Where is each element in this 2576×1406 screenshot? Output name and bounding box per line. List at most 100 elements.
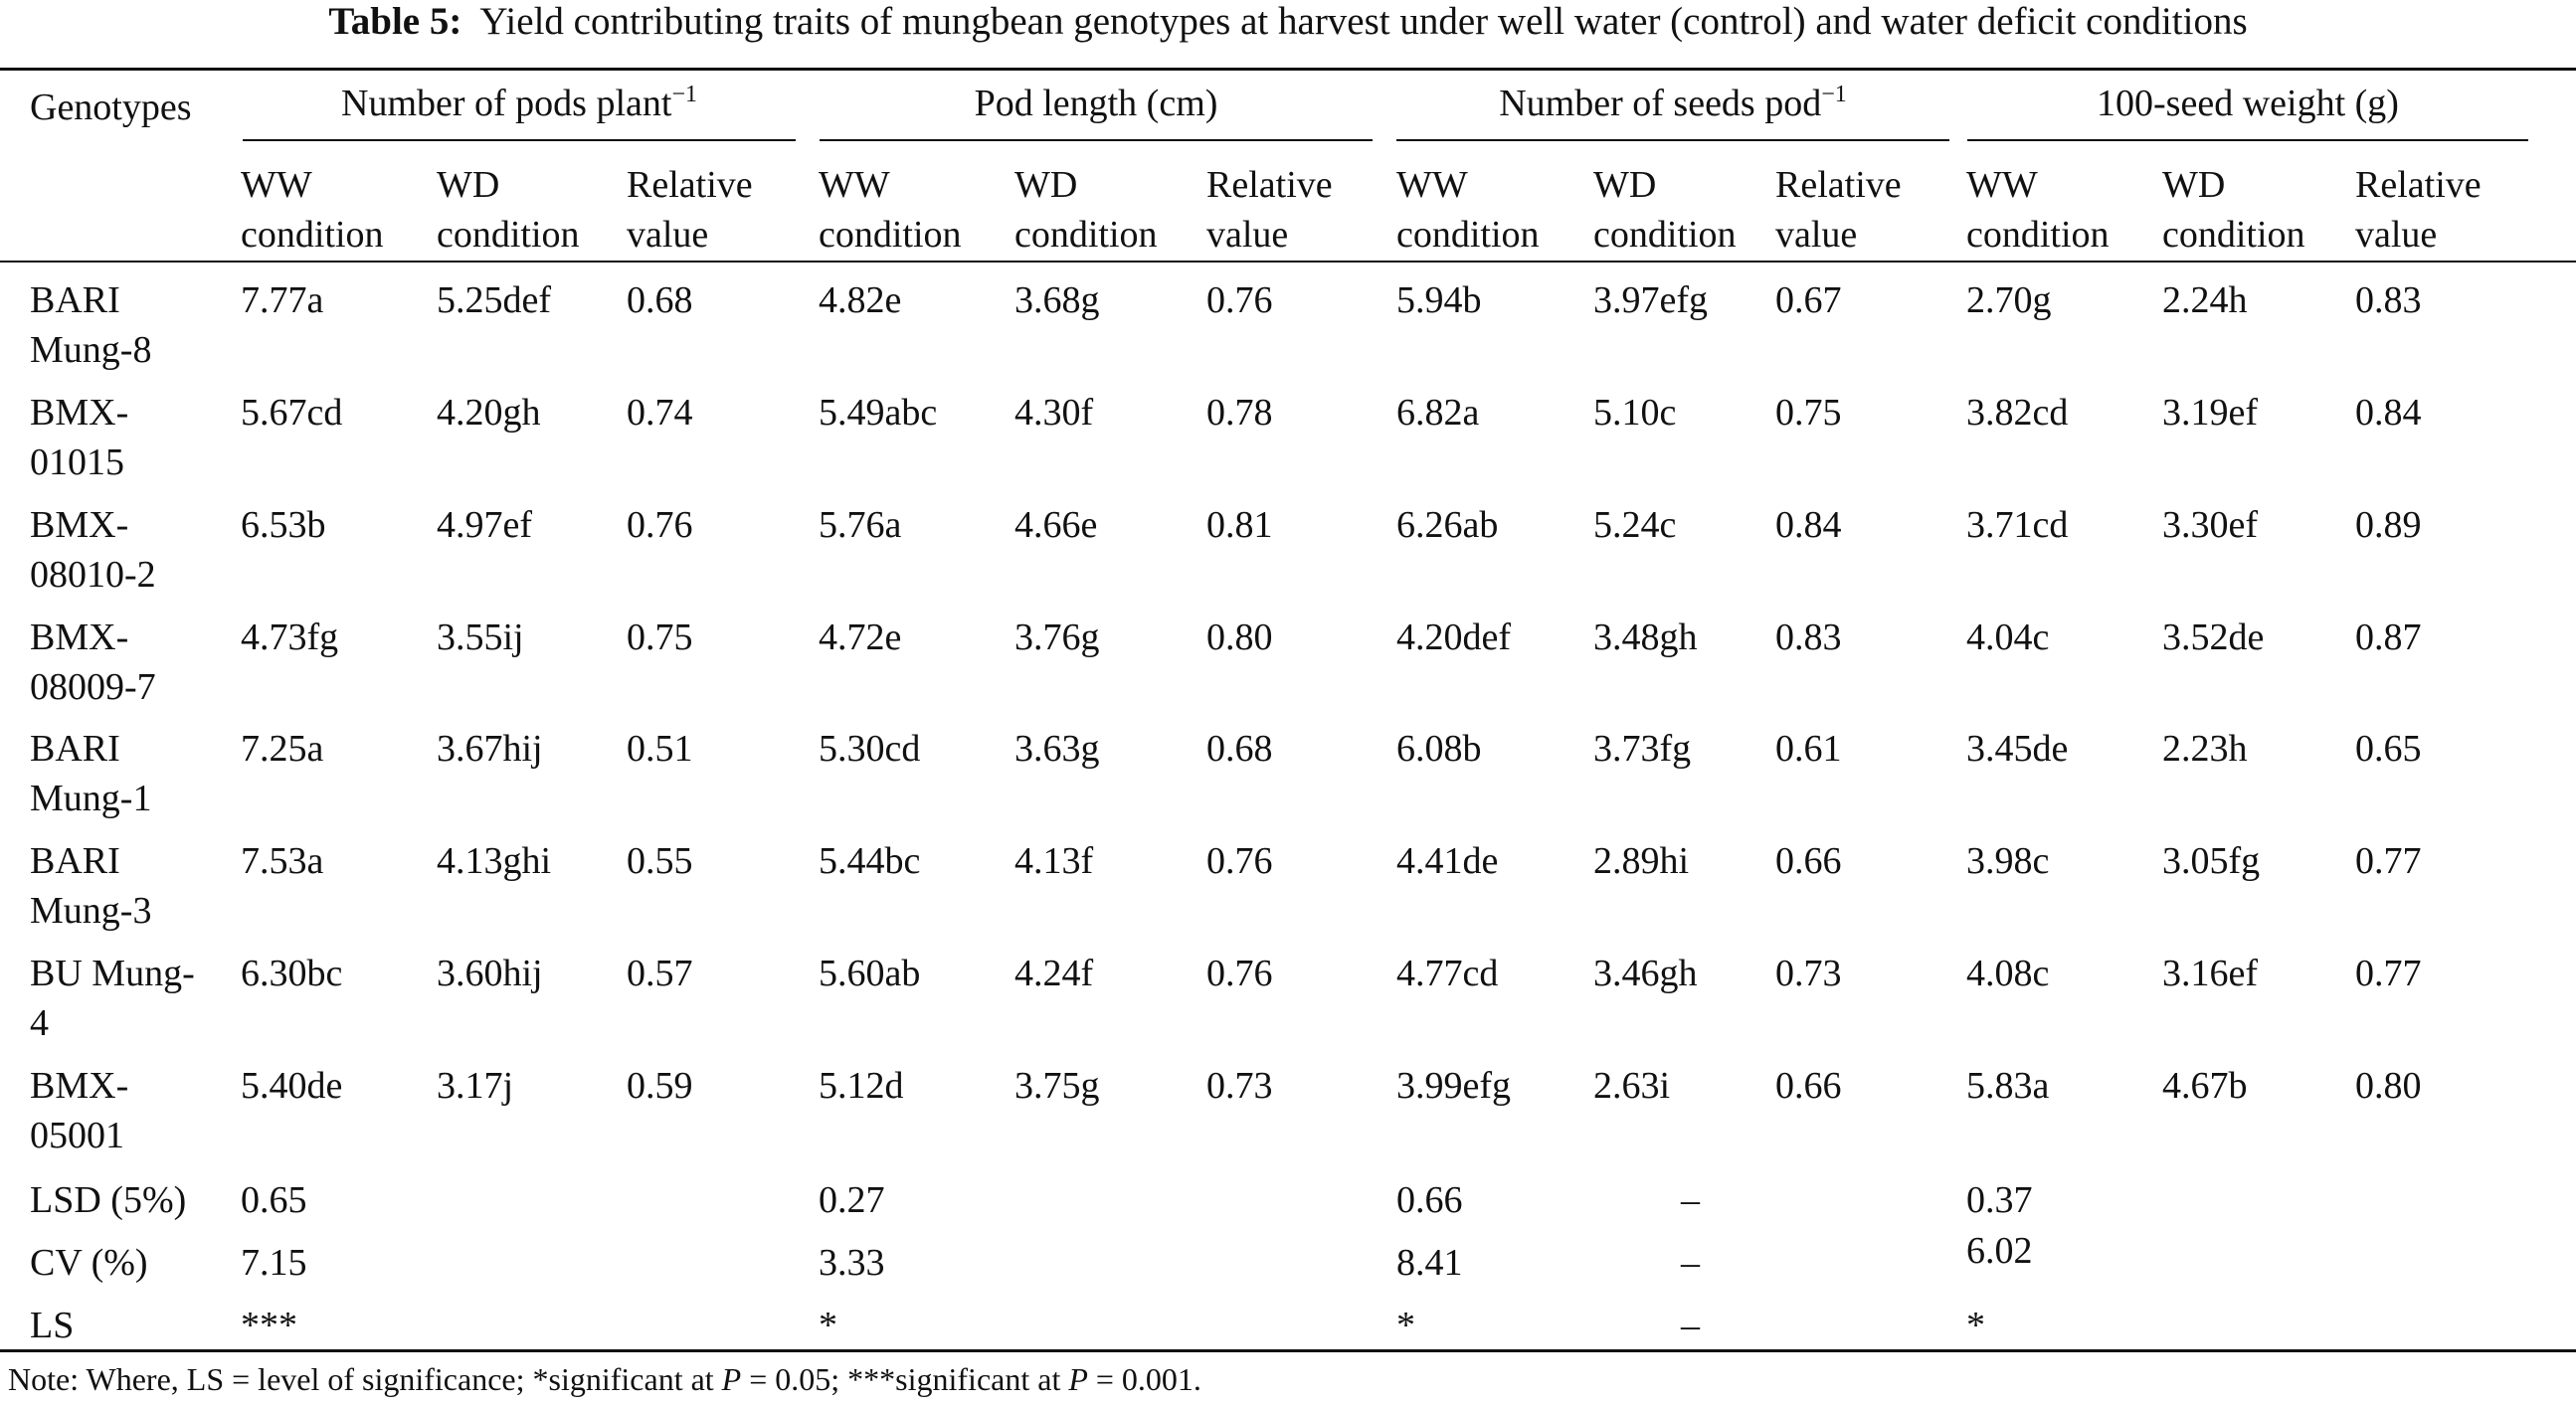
table-cell: 4.24f [1014,953,1094,994]
genotype-line1: BMX- [30,616,129,658]
col-header-genotypes: Genotypes [30,87,192,128]
note-p2: P [1068,1361,1088,1397]
table-cell: 3.97efg [1593,279,1709,321]
subheader-wd-line1: WD [1593,164,1657,206]
table-cell: 3.60hij [437,953,543,994]
table-cell: 0.87 [2355,616,2422,658]
table-cell: 3.52de [2162,616,2265,658]
subheader-pods-ww: WW condition [241,160,384,260]
subheader-rel-line1: Relative [1775,164,1902,206]
table-cell: 4.72e [819,616,902,658]
subheader-wd-line1: WD [2162,164,2226,206]
group-underline-seeds [1396,139,1949,141]
table-cell: 3.46gh [1593,953,1698,994]
subheader-wd-line2: condition [1593,214,1737,256]
table-cell: 4.08c [1966,953,2050,994]
table-cell: 0.76 [627,504,693,546]
stat-dash: – [1681,1179,1700,1221]
table-cell: 0.78 [1206,392,1273,434]
stat-value: 7.15 [241,1242,307,1284]
table-cell: 5.49abc [819,392,938,434]
subheader-pods-rel: Relative value [627,160,753,260]
table-cell: 3.55ij [437,616,524,658]
genotype-line2: Mung-1 [30,778,152,819]
genotype-cell: BMX- 08010-2 [30,500,156,600]
stat-value: 0.37 [1966,1179,2033,1221]
subheader-ww-line1: WW [241,164,312,206]
table-cell: 7.53a [241,840,324,882]
note-part2: = 0.05; ***significant at [741,1361,1069,1397]
subheader-ww-line2: condition [819,214,962,256]
table-cell: 0.75 [1775,392,1842,434]
group-header-seeds-sup: −1 [1821,82,1847,107]
genotype-line2: 08009-7 [30,666,156,708]
table-cell: 0.83 [2355,279,2422,321]
subheader-seeds-ww: WW condition [1396,160,1540,260]
table-cell: 3.63g [1014,728,1100,770]
subheader-ww-line1: WW [819,164,890,206]
stat-value: 0.27 [819,1179,885,1221]
table-cell: 5.24c [1593,504,1677,546]
table-cell: 4.73fg [241,616,339,658]
table-cell: 5.30cd [819,728,921,770]
table-cell: 3.48gh [1593,616,1698,658]
table-cell: 0.74 [627,392,693,434]
subheader-wd-line2: condition [2162,214,2305,256]
group-header-seeds: Number of seeds pod−1 [1396,79,1949,128]
table-cell: 5.83a [1966,1065,2050,1107]
subheader-wd-line2: condition [437,214,580,256]
genotype-cell: BMX- 01015 [30,388,128,487]
table-cell: 0.89 [2355,504,2422,546]
stat-value: 0.66 [1396,1179,1463,1221]
stat-dash: – [1681,1242,1700,1284]
stat-value: 8.41 [1396,1242,1463,1284]
table-cell: 3.68g [1014,279,1100,321]
genotype-cell: BARI Mung-1 [30,724,151,823]
table-cell: 6.82a [1396,392,1480,434]
subheader-ww-line1: WW [1966,164,2038,206]
stat-label: LSD (5%) [30,1179,187,1221]
table-cell: 3.67hij [437,728,543,770]
group-header-pods-base: Number of pods plant [341,83,672,124]
table-cell: 5.10c [1593,392,1677,434]
table-cell: 3.05fg [2162,840,2261,882]
bottom-rule [0,1349,2576,1352]
table-cell: 5.76a [819,504,902,546]
stat-value: * [819,1305,837,1346]
table-cell: 2.24h [2162,279,2248,321]
stat-dash: – [1681,1305,1700,1346]
subheader-seeds-wd: WD condition [1593,160,1737,260]
stat-value: 3.33 [819,1242,885,1284]
stat-value: 6.02 [1966,1230,2033,1272]
table-cell: 0.68 [627,279,693,321]
table-cell: 4.04c [1966,616,2050,658]
note-p1: P [721,1361,742,1397]
table-cell: 0.66 [1775,840,1842,882]
table-cell: 6.53b [241,504,326,546]
caption-label: Table 5: [328,0,462,43]
genotype-line2: Mung-3 [30,890,152,932]
stat-value: 0.65 [241,1179,307,1221]
genotype-line1: BMX- [30,1065,129,1107]
group-header-pod-length: Pod length (cm) [820,79,1373,128]
group-header-pods: Number of pods plant−1 [243,79,796,128]
table-cell: 3.16ef [2162,953,2259,994]
subheader-pods-wd: WD condition [437,160,580,260]
group-header-pods-sup: −1 [671,82,697,107]
table-cell: 5.67cd [241,392,343,434]
subheader-rel-line1: Relative [2355,164,2482,206]
header-bottom-rule [0,261,2576,263]
table-cell: 7.25a [241,728,324,770]
subheader-ww-line2: condition [1396,214,1540,256]
group-header-seeds-base: Number of seeds pod [1499,83,1822,124]
genotype-line1: BMX- [30,504,129,546]
genotype-line1: BMX- [30,392,129,434]
genotype-cell: BARI Mung-3 [30,836,151,936]
group-header-pod-length-base: Pod length (cm) [974,83,1218,124]
genotype-line2: Mung-8 [30,329,152,371]
stat-label: LS [30,1305,75,1346]
genotype-cell: BARI Mung-8 [30,275,151,375]
table-cell: 4.20def [1396,616,1512,658]
table-cell: 0.73 [1206,1065,1273,1107]
subheader-wd-line2: condition [1014,214,1158,256]
